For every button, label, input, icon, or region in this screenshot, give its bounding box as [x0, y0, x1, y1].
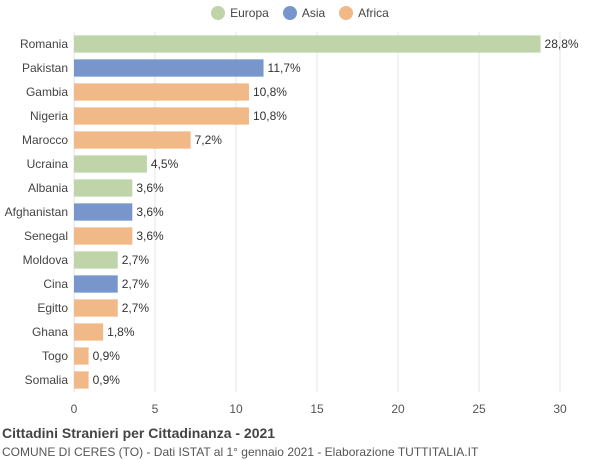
- bar-romania: [74, 35, 541, 53]
- category-label: Romania: [20, 37, 68, 51]
- bar-nigeria: [74, 107, 249, 125]
- bar-moldova: [74, 251, 118, 269]
- bar-ghana: [74, 323, 104, 341]
- x-tick-label: 0: [71, 402, 78, 416]
- category-label: Cina: [43, 277, 68, 291]
- data-label: 1,8%: [107, 325, 135, 339]
- data-label: 2,7%: [122, 301, 150, 315]
- x-tick-label: 10: [229, 402, 243, 416]
- category-label: Ucraina: [27, 157, 69, 171]
- legend-item-asia: Asia: [282, 6, 326, 20]
- legend-label: Africa: [358, 6, 389, 20]
- x-tick-label: 25: [472, 402, 486, 416]
- category-label: Albania: [28, 181, 68, 195]
- category-label: Gambia: [26, 85, 68, 99]
- category-label: Marocco: [22, 133, 68, 147]
- legend-swatch: [339, 6, 354, 20]
- bar-somalia: [74, 371, 89, 389]
- data-label: 7,2%: [195, 133, 223, 147]
- x-tick-label: 15: [310, 402, 324, 416]
- category-label: Egitto: [37, 301, 68, 315]
- data-label: 3,6%: [136, 229, 164, 243]
- data-label: 0,9%: [93, 373, 121, 387]
- data-label: 0,9%: [93, 349, 121, 363]
- data-label: 11,7%: [268, 61, 301, 75]
- legend: Europa Asia Africa: [0, 6, 600, 20]
- x-tick-label: 30: [553, 402, 567, 416]
- bar-afghanistan: [74, 203, 133, 221]
- bar-senegal: [74, 227, 133, 245]
- data-label: 10,8%: [253, 109, 287, 123]
- category-label: Nigeria: [30, 109, 68, 123]
- bar-togo: [74, 347, 89, 365]
- bar-albania: [74, 179, 133, 197]
- data-label: 4,5%: [151, 157, 179, 171]
- data-label: 2,7%: [122, 253, 150, 267]
- x-tick-label: 5: [152, 402, 159, 416]
- bar-chart: 0 5 10 15 20 25 30 Romania 28,8% Pakistan 11,7% Gam…: [5, 32, 579, 416]
- data-label: 10,8%: [253, 85, 287, 99]
- bar-cina: [74, 275, 118, 293]
- data-label: 28,8%: [545, 37, 579, 51]
- bar-marocco: [74, 131, 191, 149]
- category-label: Moldova: [23, 253, 69, 267]
- x-tick-label: 20: [391, 402, 405, 416]
- category-label: Togo: [42, 349, 68, 363]
- legend-item-africa: Africa: [339, 6, 389, 20]
- category-label: Senegal: [24, 229, 68, 243]
- bar-gambia: [74, 83, 249, 101]
- category-label: Ghana: [32, 325, 68, 339]
- bar-ucraina: [74, 155, 147, 173]
- chart-title: Cittadini Stranieri per Cittadinanza - 2…: [2, 425, 276, 441]
- category-label: Afghanistan: [5, 205, 68, 219]
- bar-pakistan: [74, 59, 264, 77]
- legend-swatch: [211, 6, 226, 20]
- category-label: Somalia: [25, 373, 69, 387]
- chart-subtitle: COMUNE DI CERES (TO) - Dati ISTAT al 1° …: [2, 445, 479, 459]
- category-label: Pakistan: [22, 61, 68, 75]
- legend-label: Europa: [230, 6, 269, 20]
- bar-egitto: [74, 299, 118, 317]
- data-label: 3,6%: [136, 205, 164, 219]
- legend-swatch: [282, 6, 297, 20]
- legend-item-europa: Europa: [211, 6, 269, 20]
- data-label: 3,6%: [136, 181, 164, 195]
- data-label: 2,7%: [122, 277, 150, 291]
- legend-label: Asia: [301, 6, 326, 20]
